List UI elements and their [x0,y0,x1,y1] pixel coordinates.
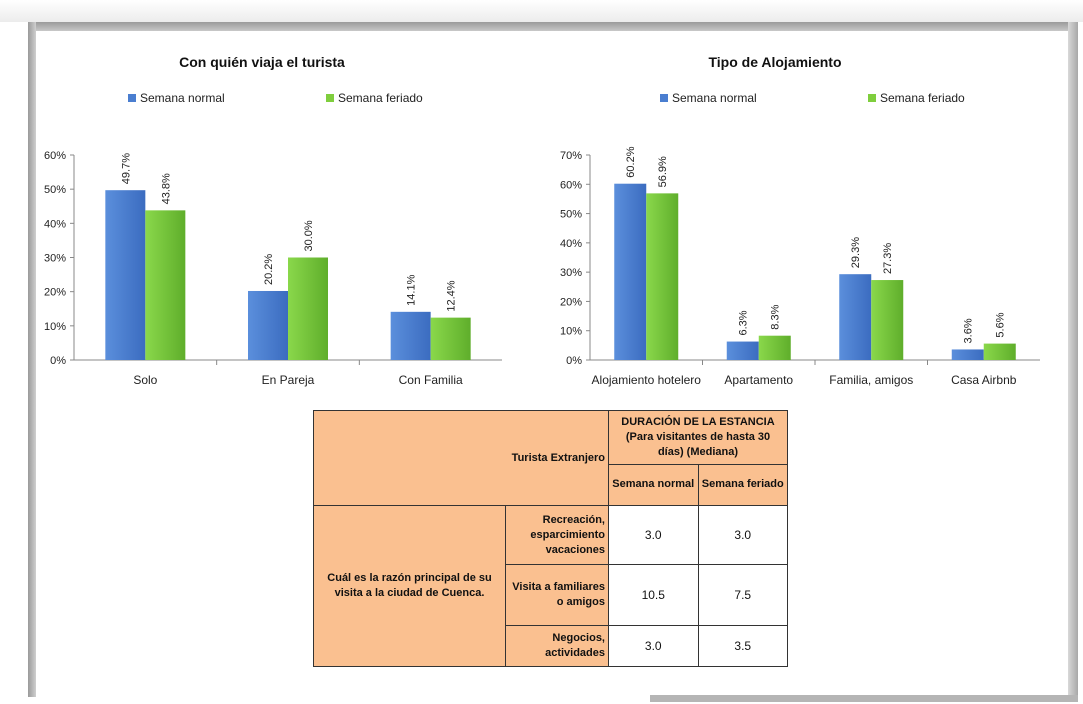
y-tick-label: 50% [560,209,582,221]
table-cell: 3.0 [608,625,699,667]
data-label: 6.3% [738,310,750,335]
data-label: 56.9% [657,156,669,187]
bar [758,335,791,360]
y-tick-label: 30% [44,253,66,265]
table-cell: 7.5 [697,564,788,626]
y-tick-label: 40% [44,218,66,230]
x-category-label: En Pareja [262,373,315,387]
table-corner-label: Turista Extranjero [313,410,609,506]
chart-title: Con quién viaja el turista [179,54,345,70]
x-category-label: Solo [133,373,157,387]
bar [871,280,904,360]
data-label: 14.1% [406,274,418,305]
table-row-label: Negocios, actividades [505,625,609,667]
bar [390,311,431,360]
bar [248,290,288,360]
data-label: 12.4% [446,280,458,311]
table-col-feriado: Semana feriado [697,463,788,507]
frame-bottom-border [650,695,1078,702]
x-category-label: Apartamento [724,373,793,387]
bar [288,257,328,360]
chart-title: Tipo de Alojamiento [708,54,841,70]
bar [145,210,186,360]
data-label: 49.7% [120,153,132,184]
table-cell: 10.5 [608,564,699,626]
y-tick-label: 60% [560,179,582,191]
data-label: 43.8% [160,173,172,204]
table-main-header: DURACIÓN DE LA ESTANCIA (Para visitantes… [608,410,788,465]
top-glow [0,0,1083,22]
x-category-label: Familia, amigos [829,373,913,387]
y-tick-label: 10% [44,321,66,333]
table-cell: 3.0 [697,505,788,565]
y-tick-label: 0% [566,355,582,367]
legend-swatch [326,94,334,102]
data-label: 3.6% [963,318,975,343]
bar [839,274,872,360]
legend-label: Semana normal [672,91,757,105]
legend-swatch [128,94,136,102]
legend-swatch [660,94,668,102]
bar [614,183,647,360]
duration-table: Turista Extranjero DURACIÓN DE LA ESTANC… [313,410,788,667]
bar [983,343,1016,360]
chart-con-quien-viaja: Con quién viaja el turista Semana normal S… [44,54,502,387]
data-label: 5.6% [995,312,1007,337]
bar [951,349,984,360]
frame-right-border [1068,22,1078,697]
data-label: 8.3% [770,304,782,329]
chart-tipo-alojamiento: Tipo de Alojamiento Semana normal Semana f… [560,54,1040,387]
y-tick-label: 30% [560,267,582,279]
data-label: 20.2% [263,254,275,285]
y-tick-label: 60% [44,150,66,162]
legend-label: Semana feriado [338,91,423,105]
x-category-label: Casa Airbnb [951,373,1017,387]
frame-top-border [28,22,1078,31]
table-cell: 3.0 [608,505,699,565]
bar [105,190,146,360]
data-label: 60.2% [625,146,637,177]
y-tick-label: 20% [44,287,66,299]
bar [430,317,471,360]
data-label: 27.3% [882,243,894,274]
legend-label: Semana normal [140,91,225,105]
y-tick-label: 40% [560,238,582,250]
y-tick-label: 70% [560,150,582,162]
legend-label: Semana feriado [880,91,965,105]
data-label: 30.0% [303,220,315,251]
y-tick-label: 0% [50,355,66,367]
table-row-label: Visita a familiares o amigos [505,564,609,626]
y-tick-label: 10% [560,326,582,338]
bar [646,193,679,360]
data-label: 29.3% [850,237,862,268]
legend-swatch [868,94,876,102]
bar [726,341,759,360]
table-row-label: Recreación, esparcimiento vacaciones [505,505,609,565]
y-tick-label: 20% [560,296,582,308]
x-category-label: Con Familia [399,373,463,387]
frame-left-border [28,22,36,697]
x-category-label: Alojamiento hotelero [592,373,702,387]
table-col-normal: Semana normal [608,463,699,507]
y-tick-label: 50% [44,184,66,196]
table-row-group: Cuál es la razón principal de su visita … [313,505,506,667]
table-cell: 3.5 [697,625,788,667]
